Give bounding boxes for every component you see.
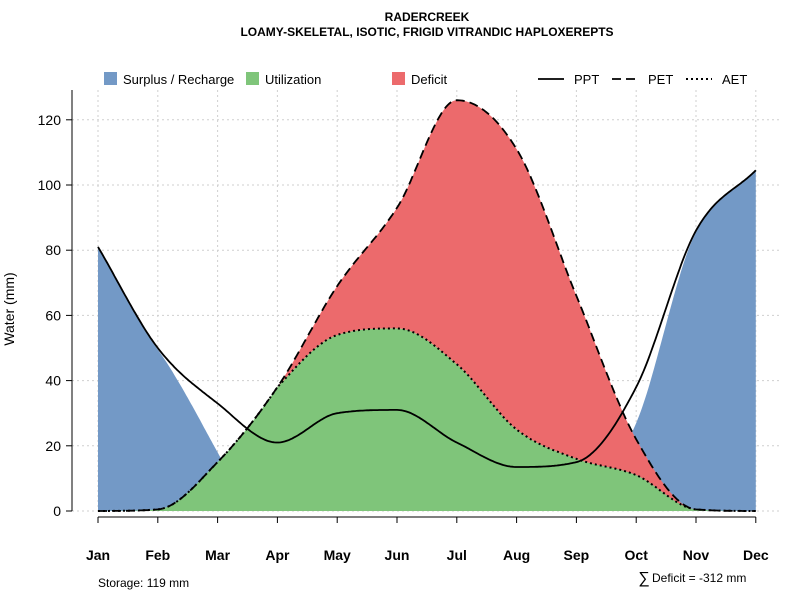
x-tick-label-jun: Jun [385,547,410,563]
legend-item-deficit: Deficit [392,72,448,87]
surplus-recharge-area [98,170,756,512]
legend-label: AET [722,72,747,87]
storage-note: Storage: 119 mm [98,576,189,590]
y-tick-label: 40 [45,373,61,389]
y-tick-label: 120 [38,112,62,128]
series-line-pet [98,99,756,512]
x-tick-label-feb: Feb [145,547,170,563]
chart-subtitle: LOAMY-SKELETAL, ISOTIC, FRIGID VITRANDIC… [240,25,613,39]
legend-label: Utilization [265,72,321,87]
x-tick-label-may: May [324,547,351,563]
utilization-area [98,328,756,511]
legend-label: PET [648,72,673,87]
legend-item-utilization: Utilization [246,72,321,87]
legend-label: Surplus / Recharge [123,72,234,87]
deficit-area [98,100,756,511]
legend-item-pet: PET [612,72,673,87]
legend-item-surplus-recharge: Surplus / Recharge [104,72,234,87]
legend-swatch [392,72,405,85]
series-line-aet [98,327,756,512]
series-line-ppt [97,169,757,468]
sum-symbol: ∑ [638,570,649,587]
series-lines [97,99,757,512]
legend-label: PPT [574,72,599,87]
y-tick-label: 0 [53,503,61,519]
chart-title: RADERCREEK [385,10,470,24]
legend-swatch [246,72,259,85]
x-tick-label-aug: Aug [503,547,530,563]
x-tick-label-nov: Nov [683,547,710,563]
x-tick-label-oct: Oct [625,547,649,563]
area-fills [98,100,756,512]
x-tick-label-sep: Sep [564,547,590,563]
legend-item-ppt: PPT [538,72,599,87]
deficit-note: Deficit = -312 mm [652,571,746,585]
x-tick-label-jul: Jul [447,547,467,563]
legend-label: Deficit [411,72,448,87]
axes: 0 20 40 60 80 100 120 Jan Feb Mar Apr May Jun Jul Aug S… [38,90,769,563]
legend-item-aet: AET [686,72,747,87]
y-tick-label: 80 [45,242,61,258]
x-tick-label-dec: Dec [743,547,769,563]
y-tick-label: 100 [38,177,62,193]
x-tick-label-apr: Apr [265,547,290,563]
legend: Surplus / Recharge Utilization Deficit PPT P… [104,72,747,87]
y-axis-label: Water (mm) [1,272,17,345]
x-tick-label-mar: Mar [205,547,230,563]
legend-swatch [104,72,117,85]
x-tick-label-jan: Jan [86,547,110,563]
y-tick-label: 60 [45,307,61,323]
y-tick-label: 20 [45,438,61,454]
